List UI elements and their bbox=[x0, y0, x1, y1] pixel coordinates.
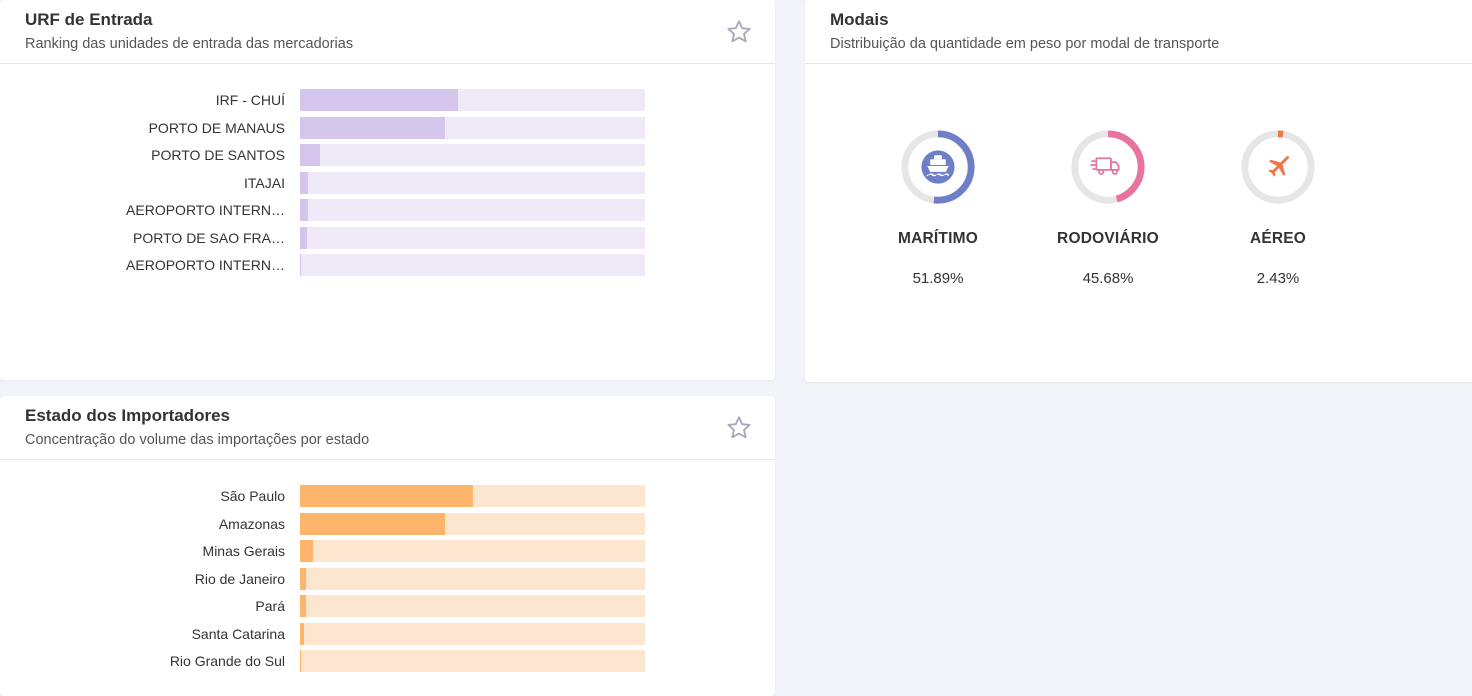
urf-row[interactable]: PORTO DE SANTOS bbox=[0, 144, 775, 166]
airplane-icon bbox=[1268, 156, 1289, 177]
estado-bar-track bbox=[300, 512, 645, 535]
estado-row[interactable]: Minas Gerais bbox=[0, 540, 775, 562]
modais-card-subtitle: Distribuição da quantidade em peso por m… bbox=[830, 36, 1220, 52]
rodoviario-donut bbox=[1071, 130, 1145, 204]
urf-bar-fill bbox=[300, 144, 320, 166]
urf-row-label: IRF - CHUÍ bbox=[215, 92, 285, 108]
estado-row-label: São Paulo bbox=[220, 488, 285, 504]
estado-row[interactable]: Pará bbox=[0, 595, 775, 617]
urf-bar-track bbox=[300, 116, 645, 139]
truck-icon bbox=[1090, 157, 1120, 175]
aereo-donut bbox=[1241, 130, 1315, 204]
estado-row-label: Rio de Janeiro bbox=[194, 570, 285, 587]
urf-bar-fill bbox=[300, 89, 458, 111]
rodoviario-percent: 45.68% bbox=[1082, 270, 1134, 287]
urf-bar-track bbox=[300, 226, 645, 249]
maritimo-percent: 51.89% bbox=[912, 270, 964, 287]
urf-bar-track bbox=[300, 254, 645, 276]
estado-bar-track bbox=[300, 595, 645, 617]
urf-row[interactable]: AEROPORTO INTERN… bbox=[0, 254, 775, 276]
urf-row-label: PORTO DE SANTOS bbox=[151, 147, 285, 163]
urf-entrada-card: URF de Entrada Ranking das unidades de e… bbox=[0, 0, 775, 380]
estado-row[interactable]: Amazonas bbox=[0, 512, 775, 535]
estado-bar-fill bbox=[300, 540, 313, 562]
urf-bar-fill bbox=[300, 199, 308, 221]
urf-bar-track bbox=[300, 144, 645, 166]
modal-maritimo[interactable]: MARÍTIMO 51.89% bbox=[858, 128, 1018, 298]
estado-card-header: Estado dos Importadores Concentração do … bbox=[0, 396, 775, 460]
urf-card-header: URF de Entrada Ranking das unidades de e… bbox=[0, 0, 775, 64]
estado-row[interactable]: Santa Catarina bbox=[0, 622, 775, 645]
rodoviario-label: RODOVIÁRIO bbox=[1057, 230, 1159, 247]
estado-importadores-card: Estado dos Importadores Concentração do … bbox=[0, 396, 775, 696]
favorite-star-icon[interactable] bbox=[725, 18, 753, 46]
urf-row[interactable]: AEROPORTO INTERN… bbox=[0, 199, 775, 221]
urf-card-subtitle: Ranking das unidades de entrada das merc… bbox=[25, 36, 354, 52]
maritimo-label: MARÍTIMO bbox=[898, 230, 978, 247]
estado-row-label: Rio Grande do Sul bbox=[169, 653, 285, 669]
urf-row-label: AEROPORTO INTERN… bbox=[126, 202, 285, 218]
urf-row[interactable]: IRF - CHUÍ bbox=[0, 89, 775, 111]
urf-bar-fill bbox=[300, 171, 308, 194]
urf-row[interactable]: PORTO DE MANAUS bbox=[0, 116, 775, 139]
estado-row-label: Santa Catarina bbox=[191, 625, 285, 642]
modais-card: Modais Distribuição da quantidade em pes… bbox=[805, 0, 1472, 382]
estado-bar-fill bbox=[300, 622, 305, 645]
estado-bar-fill bbox=[300, 595, 306, 617]
rodoviario-donut-arc bbox=[1071, 130, 1145, 204]
estado-row-label: Amazonas bbox=[218, 515, 285, 532]
modal-rodoviario[interactable]: RODOVIÁRIO 45.68% bbox=[1028, 128, 1188, 298]
urf-row[interactable]: ITAJAI bbox=[0, 171, 775, 194]
urf-bar-fill bbox=[300, 254, 302, 276]
urf-bar-track bbox=[300, 199, 645, 221]
estado-bar-fill bbox=[300, 650, 302, 672]
estado-bar-fill bbox=[300, 485, 473, 507]
estado-row[interactable]: Rio de Janeiro bbox=[0, 567, 775, 590]
estado-bar-fill bbox=[300, 567, 306, 590]
modais-card-title: Modais bbox=[830, 10, 889, 29]
estado-row-label: Minas Gerais bbox=[202, 543, 285, 559]
urf-row-label: PORTO DE MANAUS bbox=[148, 119, 285, 136]
estado-bar-track bbox=[300, 540, 645, 562]
estado-bar-track bbox=[300, 622, 645, 645]
urf-row-label: ITAJAI bbox=[244, 174, 285, 191]
modal-aereo[interactable]: AÉREO 2.43% bbox=[1198, 128, 1358, 298]
urf-bar-track bbox=[300, 89, 645, 111]
urf-bar-fill bbox=[300, 116, 445, 139]
estado-bar-track bbox=[300, 650, 645, 672]
estado-card-title: Estado dos Importadores bbox=[25, 406, 230, 425]
urf-card-title: URF de Entrada bbox=[25, 10, 153, 29]
estado-card-subtitle: Concentração do volume das importações p… bbox=[25, 432, 370, 448]
favorite-star-icon[interactable] bbox=[725, 414, 753, 442]
maritimo-donut-arc bbox=[901, 130, 975, 204]
estado-bar-track bbox=[300, 485, 645, 507]
estado-row[interactable]: São Paulo bbox=[0, 485, 775, 507]
urf-bar-fill bbox=[300, 226, 307, 249]
aereo-donut-arc bbox=[1241, 130, 1315, 204]
estado-bar-track bbox=[300, 567, 645, 590]
urf-row[interactable]: PORTO DE SAO FRA… bbox=[0, 226, 775, 249]
maritimo-donut bbox=[901, 130, 975, 204]
urf-row-label: PORTO DE SAO FRA… bbox=[133, 229, 285, 246]
estado-row-label: Pará bbox=[255, 598, 285, 614]
aereo-label: AÉREO bbox=[1249, 230, 1307, 247]
ship-icon bbox=[926, 155, 949, 177]
modais-card-header: Modais Distribuição da quantidade em pes… bbox=[805, 0, 1472, 64]
estado-bar-fill bbox=[300, 512, 445, 535]
urf-row-label: AEROPORTO INTERN… bbox=[126, 257, 285, 273]
aereo-percent: 2.43% bbox=[1256, 270, 1300, 287]
urf-bar-track bbox=[300, 171, 645, 194]
estado-row[interactable]: Rio Grande do Sul bbox=[0, 650, 775, 672]
